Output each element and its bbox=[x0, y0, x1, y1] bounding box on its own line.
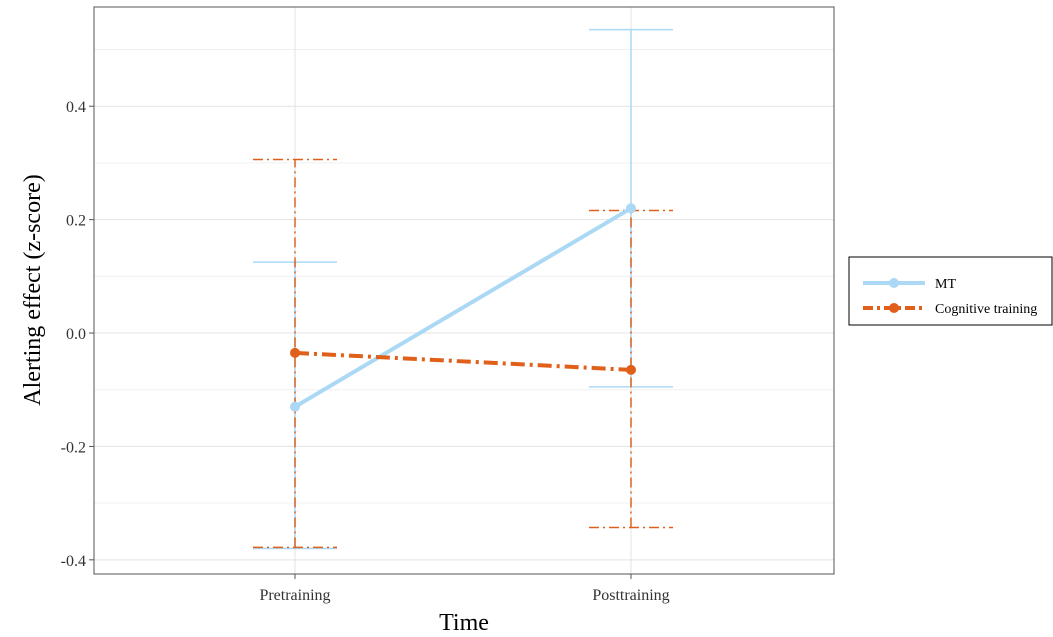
y-tick-label: -0.2 bbox=[61, 439, 86, 456]
legend-label: MT bbox=[935, 277, 956, 292]
y-axis-title: Alerting effect (z-score) bbox=[20, 174, 46, 405]
error-bars bbox=[253, 28, 673, 550]
x-tick-label: Pretraining bbox=[259, 587, 330, 604]
plot-area-frame bbox=[93, 6, 835, 575]
y-tick-label: -0.4 bbox=[61, 553, 86, 570]
y-axis-ticks: -0.4 -0.2 0.0 0.2 0.4 bbox=[61, 99, 94, 570]
legend-box bbox=[848, 256, 1053, 326]
x-axis-title: Time bbox=[439, 610, 489, 636]
series-lines bbox=[293, 206, 633, 409]
data-point bbox=[290, 401, 300, 412]
x-axis-ticks: Pretraining Posttraining bbox=[259, 574, 670, 604]
data-point bbox=[626, 364, 636, 375]
y-tick-label: 0.2 bbox=[66, 213, 86, 230]
grid bbox=[94, 7, 834, 574]
legend: MT Cognitive training bbox=[848, 256, 1053, 326]
data-point bbox=[290, 347, 300, 358]
series-line bbox=[294, 350, 632, 372]
data-point bbox=[626, 203, 636, 214]
legend-swatch-point bbox=[889, 303, 899, 313]
legend-swatch-point bbox=[889, 278, 899, 288]
legend-label: Cognitive training bbox=[935, 302, 1037, 317]
series-line bbox=[293, 206, 633, 409]
data-points bbox=[290, 203, 636, 412]
y-tick-label: 0.4 bbox=[66, 99, 86, 116]
y-tick-label: 0.0 bbox=[66, 326, 86, 343]
x-tick-label: Posttraining bbox=[592, 587, 669, 604]
